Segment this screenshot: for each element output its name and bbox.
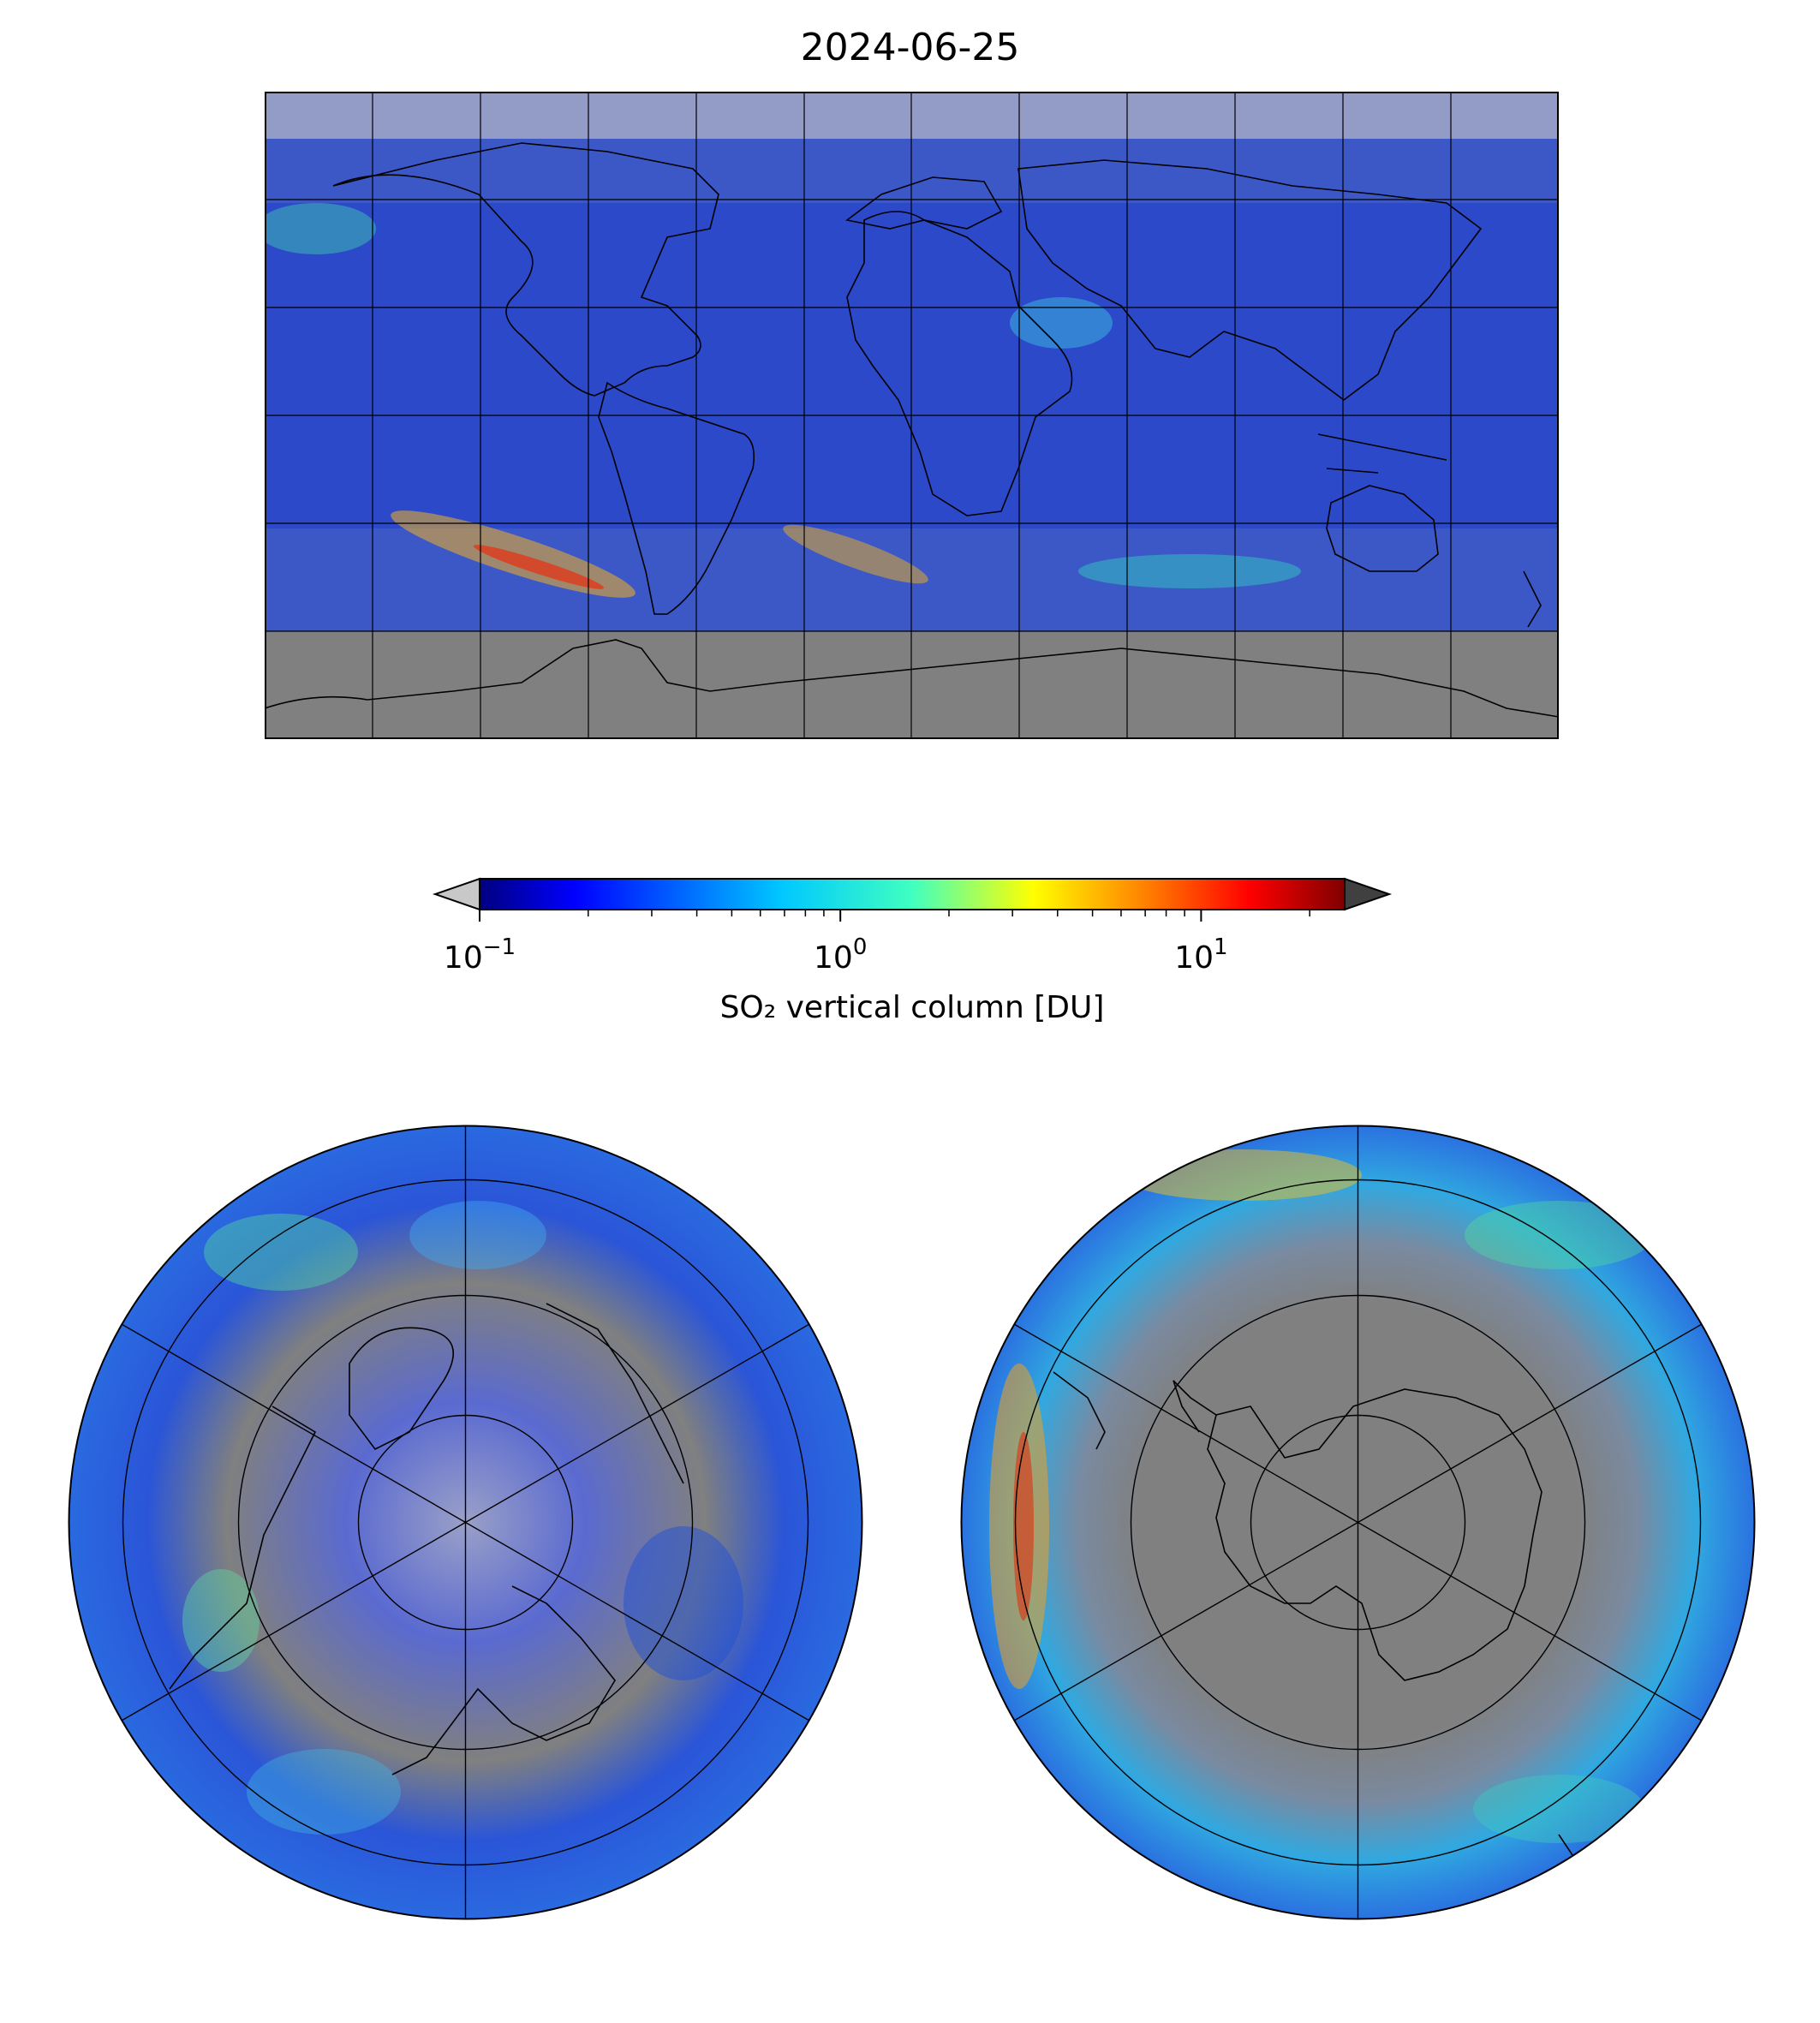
north-polar-map	[68, 1125, 863, 1920]
tick-exp-0: −1	[483, 934, 516, 960]
coastline-north-america	[332, 142, 719, 397]
colorbar-ticks	[479, 910, 1310, 922]
north-polar-frame	[68, 1125, 863, 1920]
north-plume-1	[204, 1214, 358, 1291]
coastline-canada-arctic	[169, 1405, 317, 1690]
coastline-eurasia-arctic	[391, 1585, 616, 1775]
global-map-frame	[265, 92, 1559, 739]
coastline-antarctica-polar	[1207, 1388, 1543, 1681]
coastline-antarctic-peninsula	[1173, 1380, 1217, 1433]
north-plume-5	[624, 1526, 743, 1680]
south-meridian-120	[961, 1291, 1755, 1754]
plume-south-pacific	[1078, 554, 1301, 588]
plume-arabia	[1010, 297, 1113, 349]
colorbar: 10−1 100 101 SO₂ vertical column [DU]	[432, 877, 1393, 1025]
south-plume-north	[1122, 1149, 1362, 1201]
colorbar-gradient	[479, 878, 1346, 910]
coastline-europe-north	[845, 176, 1003, 230]
colorbar-tick-label-2: 101	[1174, 934, 1227, 976]
north-polar-coastlines	[169, 1303, 684, 1775]
coastline-indonesia	[1317, 433, 1447, 474]
colorbar-label: SO₂ vertical column [DU]	[720, 990, 1105, 1025]
south-polar-gridlines	[961, 1125, 1755, 1919]
coastline-south-america	[598, 381, 755, 615]
north-meridian-120	[69, 1291, 862, 1754]
colorbar-under-arrow	[432, 877, 480, 911]
south-plume-west-core	[1013, 1432, 1034, 1620]
plume-indian-ocean	[783, 524, 928, 584]
south-polar-map	[960, 1125, 1756, 1920]
tick-exp-1: 0	[853, 934, 868, 960]
global-map	[265, 92, 1559, 739]
coastline-scandinavia	[546, 1303, 684, 1484]
figure-title: 2024-06-25	[800, 26, 1020, 69]
plume-southern-atlantic-core	[473, 545, 605, 589]
tick-base-2: 10	[1174, 940, 1214, 976]
global-map-coastlines	[265, 142, 1559, 718]
colorbar-tick-label-0: 10−1	[444, 934, 516, 976]
north-plume-2	[182, 1569, 260, 1672]
colorbar-over-arrow	[1344, 877, 1393, 911]
coastline-antarctica	[265, 639, 1559, 718]
global-map-gridlines	[265, 92, 1559, 739]
tick-base-0: 10	[444, 940, 483, 976]
north-plume-4	[247, 1749, 401, 1835]
coastline-south-america-tip	[1053, 1371, 1106, 1450]
south-plume-northeast	[1465, 1201, 1653, 1269]
south-plume-southeast	[1473, 1775, 1644, 1843]
coastline-africa-europe	[846, 211, 1073, 516]
south-polar-frame	[960, 1125, 1756, 1920]
tick-exp-2: 1	[1214, 934, 1228, 960]
coastline-greenland	[349, 1327, 454, 1451]
colorbar-tick-label-1: 100	[814, 934, 867, 976]
north-polar-gridlines	[69, 1125, 862, 1919]
north-plume-3	[409, 1201, 546, 1269]
coastline-australia	[1326, 485, 1439, 572]
tick-base-1: 10	[814, 940, 853, 976]
plume-north-pacific	[265, 203, 376, 254]
coastline-asia	[1017, 159, 1483, 401]
coastline-new-zealand	[1523, 570, 1542, 628]
